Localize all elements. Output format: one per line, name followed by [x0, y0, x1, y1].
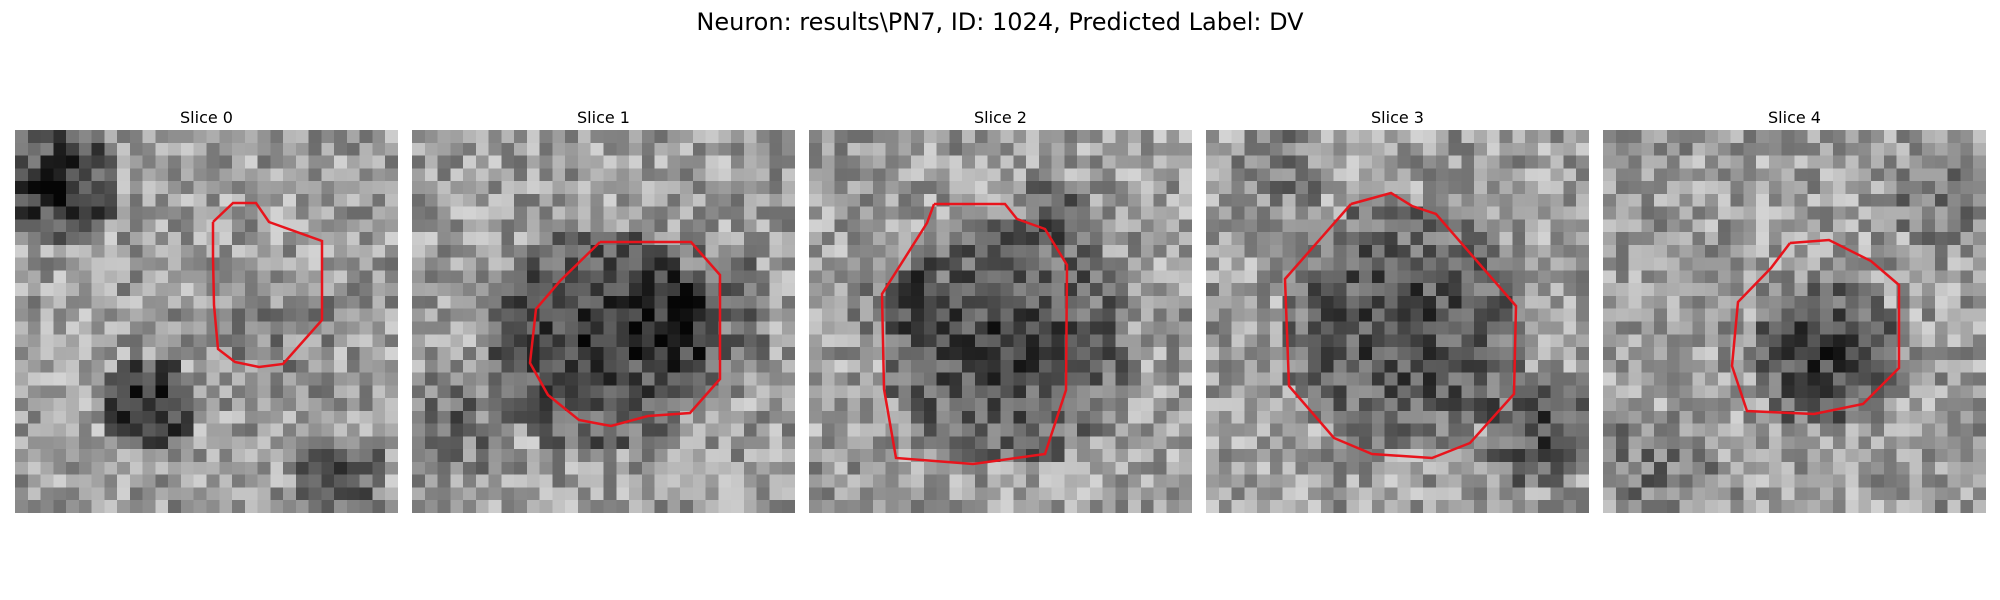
slice-image [1206, 130, 1589, 513]
slice-panel-2: Slice 2 [809, 108, 1192, 513]
slice-image [15, 130, 398, 513]
slice-title: Slice 0 [15, 108, 398, 130]
slice-title: Slice 4 [1603, 108, 1986, 130]
slice-panel-1: Slice 1 [412, 108, 795, 513]
slice-image [809, 130, 1192, 513]
slice-title: Slice 3 [1206, 108, 1589, 130]
slice-panel-4: Slice 4 [1603, 108, 1986, 513]
figure-title: Neuron: results\PN7, ID: 1024, Predicted… [0, 8, 2000, 36]
slice-image [1603, 130, 1986, 513]
slice-panel-0: Slice 0 [15, 108, 398, 513]
slice-image [412, 130, 795, 513]
slice-title: Slice 1 [412, 108, 795, 130]
slice-panel-3: Slice 3 [1206, 108, 1589, 513]
slice-title: Slice 2 [809, 108, 1192, 130]
